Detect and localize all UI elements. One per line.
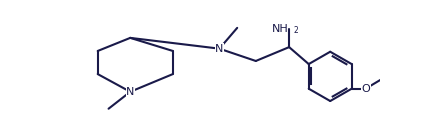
Text: N: N [126, 87, 135, 97]
Text: O: O [361, 84, 370, 94]
Text: 2: 2 [293, 26, 298, 35]
Text: N: N [215, 44, 224, 54]
Text: NH: NH [272, 24, 288, 34]
